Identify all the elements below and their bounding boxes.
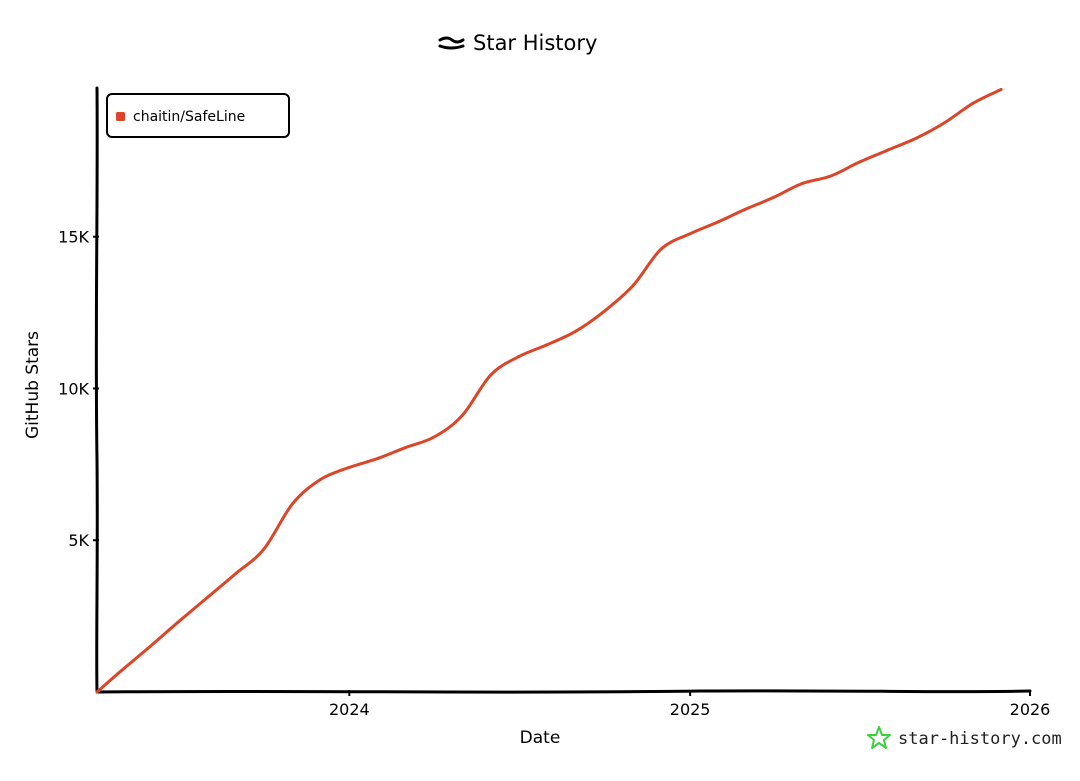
data-point (800, 182, 804, 186)
chart-title-group: Star History (438, 31, 597, 55)
data-point (234, 572, 238, 576)
data-point (631, 283, 635, 287)
watermark-text[interactable]: star-history.com (898, 729, 1062, 749)
data-point (319, 478, 322, 481)
x-axis-ticks: 2024 2025 2026 (329, 690, 1050, 719)
data-point (517, 355, 521, 359)
series-layer (95, 88, 1003, 694)
data-point (971, 101, 975, 105)
data-point (999, 88, 1003, 91)
data-point (460, 414, 464, 418)
data-point (376, 456, 380, 460)
y-axis-ticks: 5K 10K 15K (58, 228, 99, 550)
legend-swatch (116, 112, 125, 121)
legend-box (106, 93, 290, 138)
data-point (546, 343, 550, 346)
data-point (432, 435, 436, 439)
data-point (403, 446, 407, 450)
data-point (205, 596, 209, 600)
y-tick-label: 15K (58, 228, 89, 247)
star-history-title-icon (438, 36, 465, 50)
data-point (914, 136, 918, 140)
x-tick-label: 2024 (329, 700, 370, 719)
y-tick-label: 5K (68, 531, 89, 550)
data-point (942, 121, 946, 125)
data-point (717, 220, 721, 223)
watermark[interactable]: star-history.com (867, 726, 1062, 749)
data-point (743, 207, 747, 211)
legend-series-name: chaitin/SafeLine (133, 109, 245, 125)
data-point (886, 148, 889, 152)
data-point (95, 690, 99, 694)
data-point (489, 373, 493, 377)
data-point (829, 174, 833, 178)
x-axis-label: Date (520, 728, 561, 748)
data-point (148, 645, 152, 648)
legend: chaitin/SafeLine (106, 93, 290, 138)
data-point (119, 669, 123, 673)
data-point (659, 247, 663, 251)
data-point (347, 465, 351, 469)
y-axis-line (94, 86, 99, 694)
data-point (772, 195, 776, 199)
x-tick-label: 2025 (670, 700, 711, 719)
data-point (857, 160, 861, 164)
x-axis-line (95, 689, 1032, 694)
y-axis-label: GitHub Stars (23, 331, 43, 439)
data-point (176, 620, 180, 624)
series-line-0 (95, 88, 1003, 694)
data-point (603, 309, 606, 313)
x-tick-label: 2026 (1010, 700, 1051, 719)
chart-title: Star History (473, 31, 597, 55)
data-point (575, 329, 578, 333)
star-history-logo-icon (867, 726, 891, 749)
y-tick-label: 10K (58, 379, 89, 398)
data-point (262, 547, 266, 551)
data-point (688, 232, 692, 236)
data-point (291, 502, 294, 506)
